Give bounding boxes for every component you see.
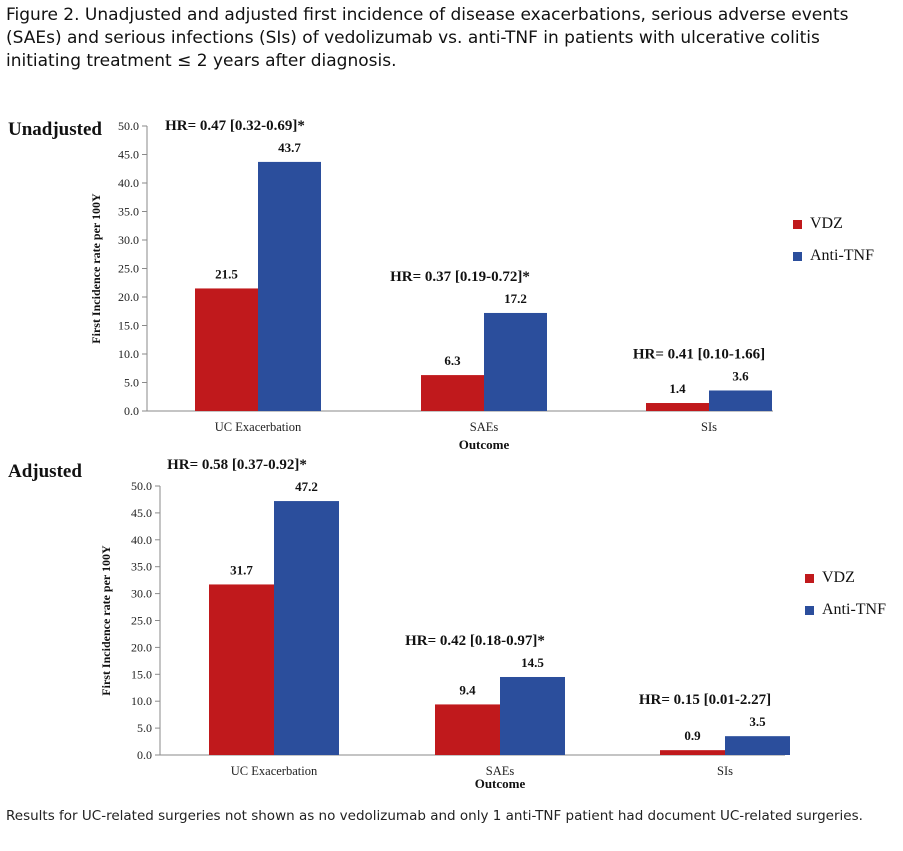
bar-value-label: 17.2 [504, 291, 527, 306]
legend-item-anti-tnf: Anti-TNF [805, 601, 886, 619]
hazard-ratio-annotation: HR= 0.15 [0.01-2.27] [639, 692, 771, 708]
legend-adjusted: VDZ Anti-TNF [805, 569, 886, 633]
figure-caption: Figure 2. Unadjusted and adjusted first … [6, 5, 849, 71]
panel-title-adjusted: Adjusted [8, 461, 82, 482]
bar-anti-tnf [484, 312, 547, 411]
adjusted-panel: Adjusted 0.0 5.0 10.0 15.0 20.0 25.0 30.0 35.0 4… [0, 455, 903, 800]
bar-anti-tnf [725, 736, 790, 755]
legend-item-vdz: VDZ [793, 215, 874, 233]
legend-item-anti-tnf: Anti-TNF [793, 247, 874, 265]
y-tick-label: 45.0 [118, 148, 139, 162]
hazard-ratio-annotation: HR= 0.47 [0.32-0.69]* [165, 118, 305, 134]
y-tick-label: 20.0 [131, 640, 152, 654]
legend-unadjusted: VDZ Anti-TNF [793, 215, 874, 279]
category-label: UC Exacerbation [231, 764, 318, 778]
unadjusted-bar-chart: 0.0 5.0 10.0 15.0 20.0 25.0 30.0 35.0 40.0 45.0 50… [89, 118, 773, 452]
bar-value-label: 3.5 [749, 714, 766, 729]
bar-value-label: 0.9 [684, 728, 701, 743]
hazard-ratio-annotation: HR= 0.42 [0.18-0.97]* [405, 633, 545, 649]
y-tick-label: 30.0 [131, 587, 152, 601]
bar-value-label: 3.6 [732, 368, 749, 383]
bar-value-label: 21.5 [215, 266, 238, 281]
legend-swatch-anti-tnf [793, 251, 802, 261]
hazard-ratio-annotation: HR= 0.37 [0.19-0.72]* [390, 269, 530, 285]
legend-swatch-vdz [793, 219, 802, 229]
bar-anti-tnf [274, 501, 339, 755]
bar-value-label: 1.4 [669, 381, 686, 396]
x-axis-title: Outcome [475, 776, 526, 791]
y-tick-label: 0.0 [137, 748, 152, 762]
legend-swatch-vdz [805, 573, 814, 583]
bar-value-label: 31.7 [230, 562, 253, 577]
legend-label-anti-tnf: Anti-TNF [810, 247, 874, 264]
y-tick-label: 35.0 [131, 560, 152, 574]
unadjusted-panel: Unadjusted 0.0 5.0 10.0 15.0 20.0 25.0 30.0 35.… [0, 110, 903, 455]
bar-anti-tnf [500, 676, 565, 755]
y-tick-label: 25.0 [131, 614, 152, 628]
category-label: UC Exacerbation [215, 420, 302, 434]
y-tick-label: 15.0 [118, 319, 139, 333]
adjusted-bar-chart: 0.0 5.0 10.0 15.0 20.0 25.0 30.0 35.0 40.0 45.0 50… [99, 457, 790, 791]
legend-label-vdz: VDZ [810, 215, 843, 232]
bar-value-label: 9.4 [459, 682, 476, 697]
bar-value-label: 6.3 [444, 353, 461, 368]
legend-label-vdz: VDZ [822, 569, 855, 586]
bar-vdz [195, 288, 258, 411]
y-axis-title: First Incidence rate per 100Y [99, 545, 113, 696]
bar-anti-tnf [709, 390, 772, 411]
y-tick-label: 10.0 [131, 694, 152, 708]
y-tick-label: 5.0 [137, 721, 152, 735]
y-tick-label: 40.0 [131, 533, 152, 547]
figure-footnote: Results for UC-related surgeries not sho… [6, 808, 863, 824]
y-tick-label: 10.0 [118, 347, 139, 361]
x-axis-title: Outcome [459, 437, 510, 452]
y-tick-label: 5.0 [124, 376, 139, 390]
category-label: SAEs [470, 420, 499, 434]
y-tick-label: 50.0 [118, 119, 139, 133]
y-axis-title: First Incidence rate per 100Y [89, 193, 103, 344]
y-tick-label: 35.0 [118, 205, 139, 219]
bar-value-label: 47.2 [295, 479, 318, 494]
y-tick-label: 50.0 [131, 479, 152, 493]
y-tick-label: 0.0 [124, 404, 139, 418]
bar-vdz [209, 584, 274, 755]
category-label: SIs [701, 420, 717, 434]
y-tick-label: 25.0 [118, 262, 139, 276]
legend-swatch-anti-tnf [805, 605, 814, 615]
category-label: SAEs [486, 764, 515, 778]
bar-vdz [421, 375, 484, 411]
y-tick-label: 40.0 [118, 176, 139, 190]
bar-vdz [435, 704, 500, 755]
category-label: SIs [717, 764, 733, 778]
bar-anti-tnf [258, 161, 321, 411]
bar-vdz [660, 750, 725, 755]
y-tick-label: 15.0 [131, 667, 152, 681]
hazard-ratio-annotation: HR= 0.58 [0.37-0.92]* [167, 457, 307, 473]
legend-label-anti-tnf: Anti-TNF [822, 601, 886, 618]
legend-item-vdz: VDZ [805, 569, 886, 587]
bar-vdz [646, 403, 709, 411]
y-tick-label: 30.0 [118, 233, 139, 247]
y-tick-label: 20.0 [118, 290, 139, 304]
hazard-ratio-annotation: HR= 0.41 [0.10-1.66] [633, 346, 765, 362]
bar-value-label: 43.7 [278, 140, 301, 155]
panel-title-unadjusted: Unadjusted [8, 119, 102, 140]
bar-value-label: 14.5 [521, 655, 544, 670]
y-tick-label: 45.0 [131, 506, 152, 520]
